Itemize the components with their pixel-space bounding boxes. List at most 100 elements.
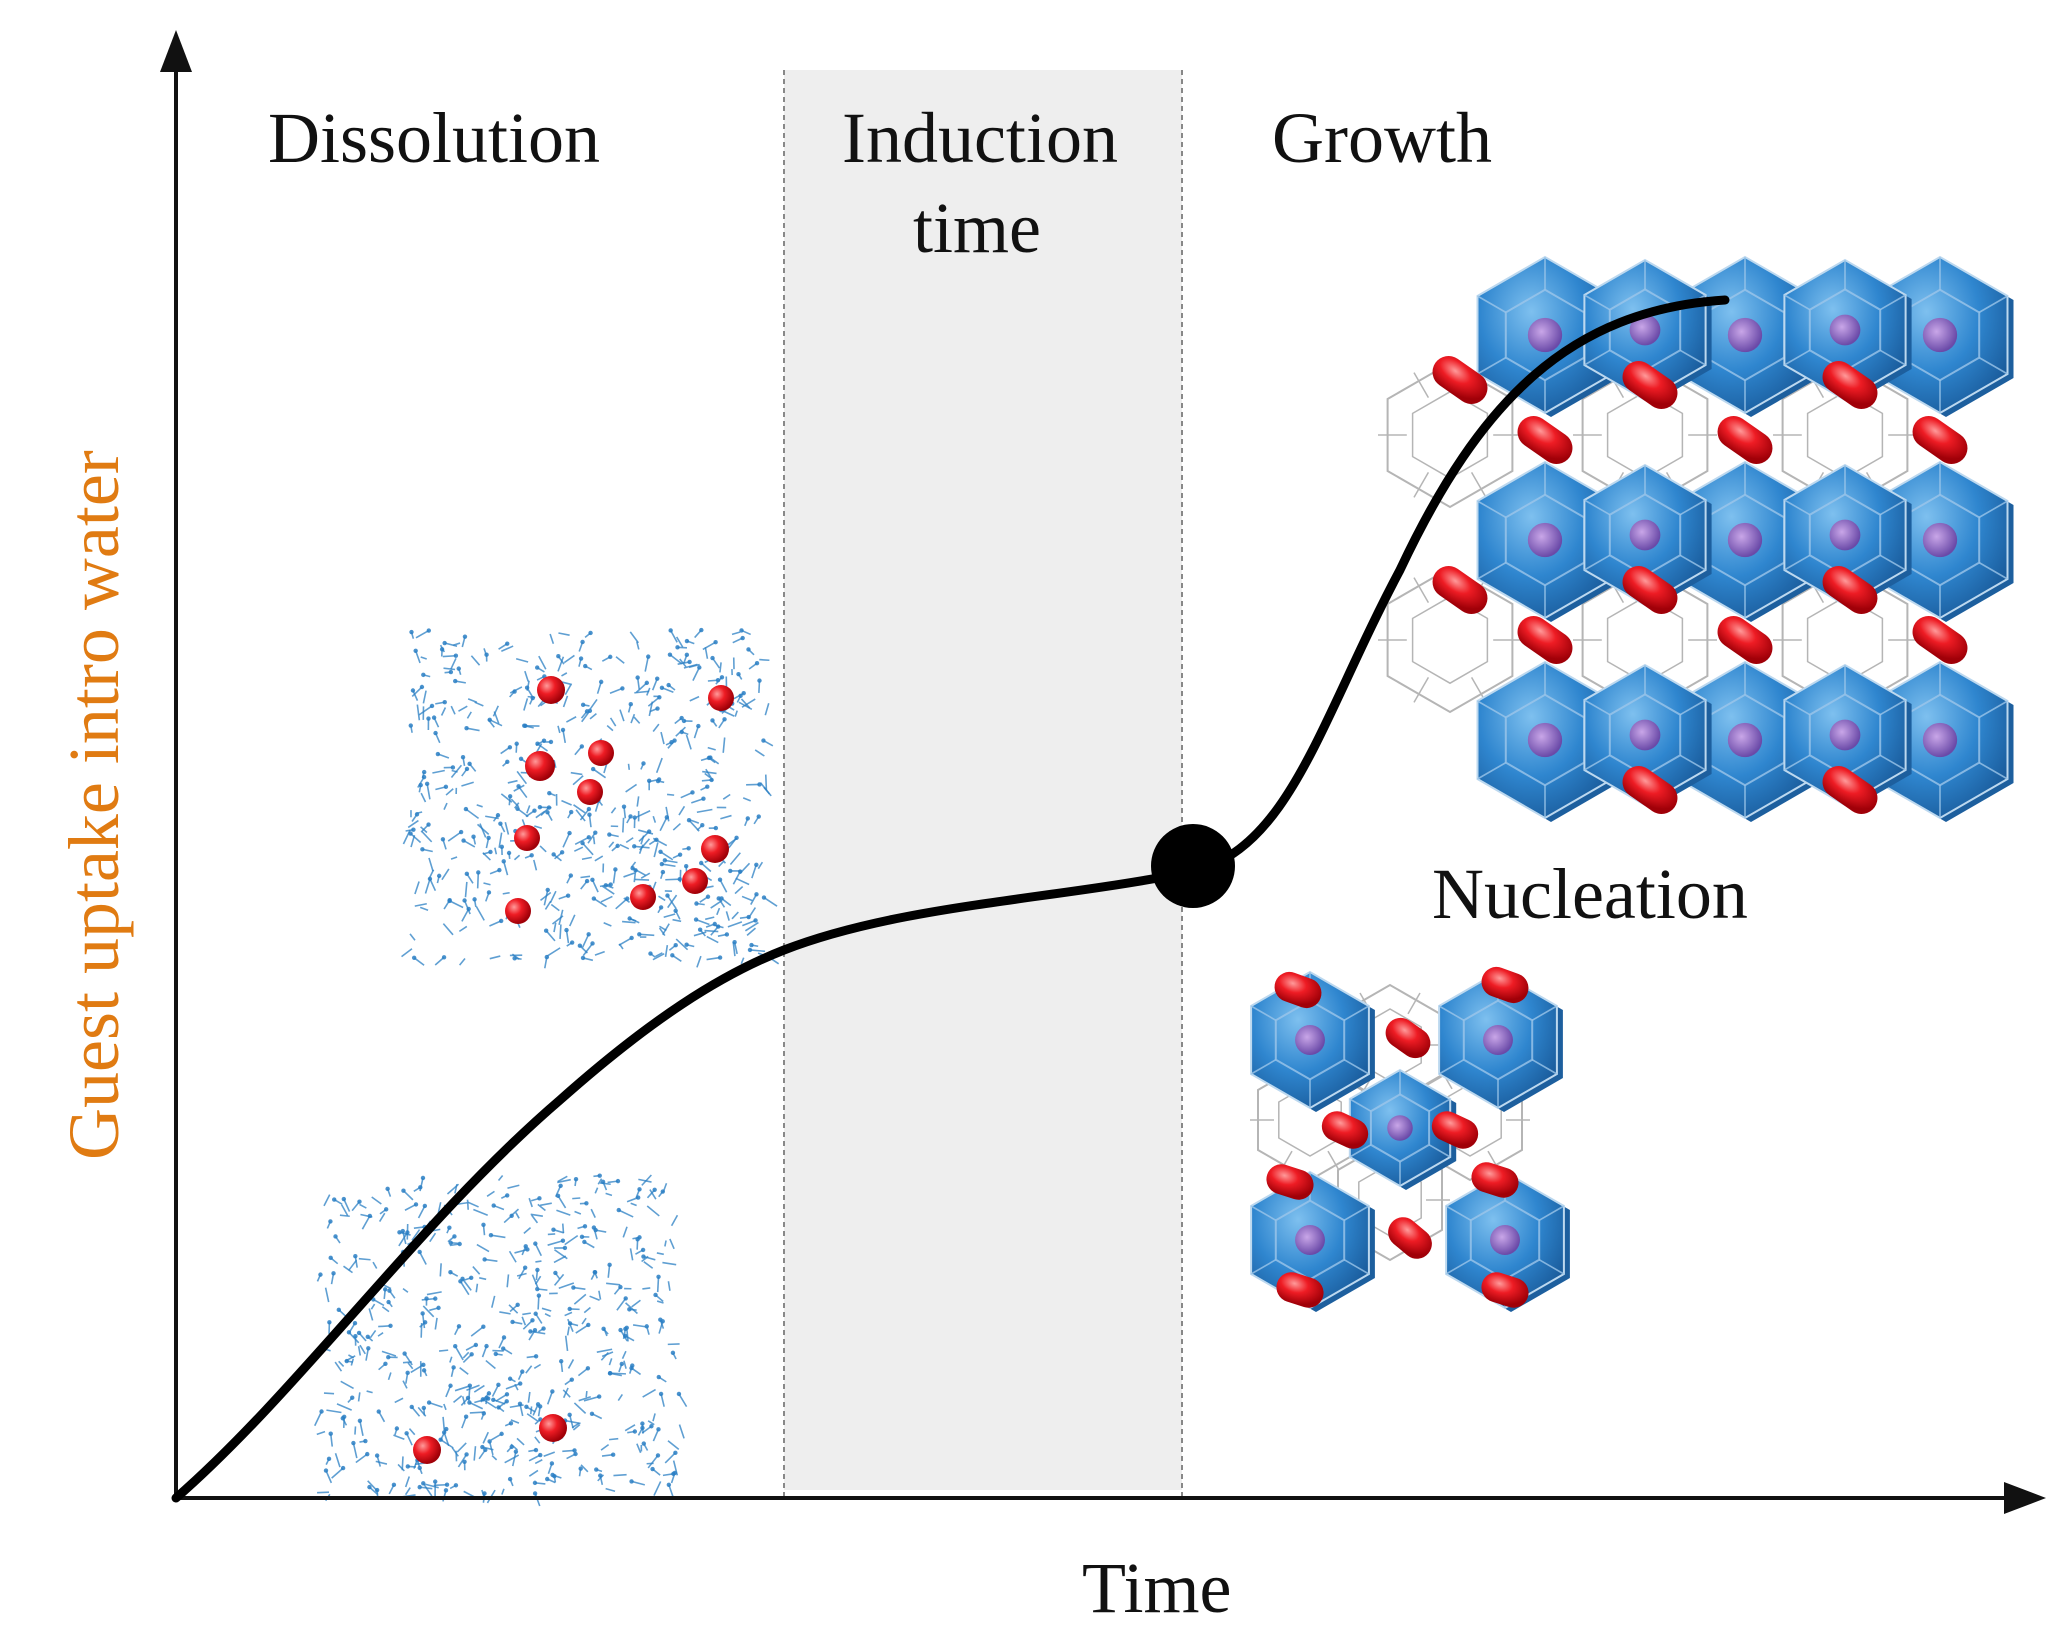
guest-molecule-rod <box>1517 415 1573 465</box>
water-molecule <box>505 759 510 765</box>
water-molecule <box>686 818 692 823</box>
water-bond <box>606 724 614 732</box>
water-bond <box>466 727 480 732</box>
water-molecule <box>658 849 663 854</box>
water-molecule <box>374 1487 380 1493</box>
water-bond <box>665 878 680 881</box>
water-bond <box>658 895 666 902</box>
water-molecule <box>736 671 741 677</box>
water-bond <box>409 933 416 941</box>
water-bond <box>729 852 741 866</box>
water-molecule <box>426 716 431 721</box>
water-bond <box>462 1351 470 1359</box>
water-bond <box>549 633 555 644</box>
water-bond <box>535 810 546 819</box>
water-molecule <box>684 864 689 869</box>
hydrate-cage <box>1445 1170 1570 1312</box>
water-molecule <box>644 680 650 686</box>
water-molecule <box>484 1343 489 1349</box>
water-molecule <box>535 665 540 670</box>
water-bond <box>605 1487 616 1493</box>
water-bond <box>557 656 565 672</box>
water-molecule <box>623 1296 628 1301</box>
water-bond <box>509 1404 524 1409</box>
water-bond <box>450 657 457 670</box>
water-molecule <box>507 1376 513 1381</box>
water-bond <box>530 1214 539 1224</box>
water-molecule <box>510 1319 515 1325</box>
water-bond <box>426 783 431 800</box>
water-bond <box>660 851 674 861</box>
water-bond <box>652 1413 656 1422</box>
water-molecule <box>646 829 652 834</box>
water-molecule <box>417 1249 422 1255</box>
water-molecule <box>433 1296 438 1301</box>
water-bond <box>630 861 637 868</box>
water-molecule <box>435 751 441 757</box>
water-bond <box>419 906 429 912</box>
water-bond <box>442 923 454 936</box>
water-bond <box>670 1214 679 1227</box>
water-bond <box>624 1424 636 1432</box>
water-bond <box>564 1335 569 1352</box>
water-molecule <box>488 1232 494 1238</box>
water-bond <box>735 877 750 886</box>
water-molecule <box>719 896 724 901</box>
water-molecule <box>580 955 586 961</box>
water-bond <box>561 799 572 806</box>
water-bond <box>583 1306 591 1314</box>
induction-label-line2: time <box>913 188 1041 268</box>
water-molecule <box>409 1404 414 1410</box>
water-molecule <box>573 1451 578 1457</box>
water-molecule <box>677 877 682 882</box>
water-molecule <box>513 1449 519 1454</box>
water-bond <box>622 1226 628 1238</box>
water-bond <box>544 900 552 910</box>
water-bond <box>447 831 462 842</box>
water-molecule <box>644 1324 649 1329</box>
water-molecule <box>476 870 481 875</box>
water-bond <box>563 654 575 664</box>
water-bond <box>635 682 648 693</box>
water-bond <box>566 716 577 723</box>
water-bond <box>565 929 570 944</box>
water-molecule <box>650 1466 655 1472</box>
water-molecule <box>469 1275 474 1280</box>
water-bond <box>636 1443 642 1454</box>
water-bond <box>526 1413 539 1422</box>
water-bond <box>507 1184 520 1189</box>
water-bond <box>649 1189 657 1200</box>
water-bond <box>314 1411 323 1427</box>
water-bond <box>514 802 520 809</box>
water-bond <box>714 924 724 929</box>
water-molecule <box>388 1323 393 1328</box>
water-bond <box>706 956 721 961</box>
water-molecule <box>486 890 492 895</box>
water-molecule <box>421 1362 426 1368</box>
water-bond <box>545 930 556 942</box>
water-molecule <box>376 1409 381 1414</box>
water-molecule <box>547 790 552 796</box>
water-bond <box>638 1178 652 1183</box>
hydrate-cage <box>1783 463 1912 609</box>
water-bond <box>543 1451 556 1458</box>
water-bond <box>656 1252 664 1256</box>
water-bond <box>513 854 521 861</box>
water-bond <box>466 1199 469 1210</box>
water-molecule <box>588 630 593 636</box>
water-molecule <box>366 1346 371 1351</box>
water-bond <box>443 802 448 810</box>
water-molecule <box>732 939 737 945</box>
guest-molecule-rod <box>1388 1217 1432 1259</box>
water-molecule <box>586 835 592 840</box>
water-bond <box>622 920 636 924</box>
water-bond <box>616 1297 627 1311</box>
water-molecule <box>457 1241 462 1247</box>
water-bond <box>467 1201 479 1208</box>
water-molecule <box>616 1207 621 1213</box>
water-bond <box>566 1326 570 1336</box>
water-molecule <box>569 809 574 815</box>
water-bond <box>598 1290 602 1300</box>
water-molecule <box>319 1409 324 1414</box>
water-molecule <box>533 1447 539 1453</box>
